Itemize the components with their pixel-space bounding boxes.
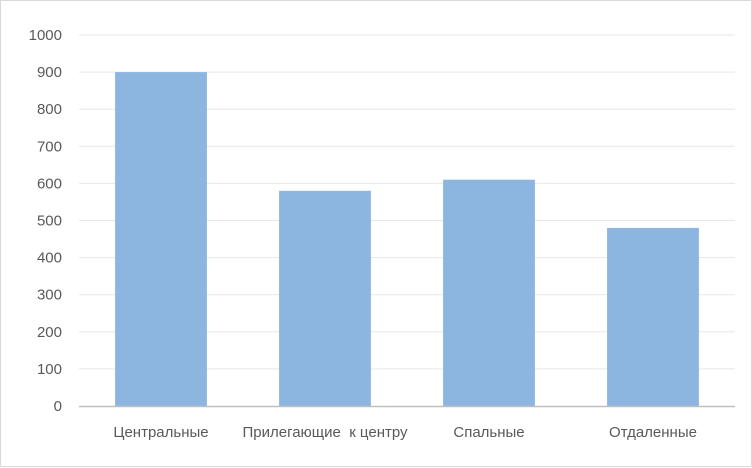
x-axis-category-labels: Центральные Прилегающие к центру Спальные О…	[113, 424, 697, 441]
y-axis-tick-labels: 0 100 200 300 400 500 600 700 800 900 1000	[29, 27, 62, 415]
bar-2	[279, 190, 371, 406]
bar-4	[607, 227, 699, 406]
y-tick-label: 500	[37, 213, 62, 230]
y-tick-label: 300	[37, 287, 62, 304]
x-category-label: Прилегающие к центру	[242, 424, 408, 441]
y-tick-label: 900	[37, 64, 62, 81]
x-category-label: Спальные	[453, 424, 524, 441]
y-tick-label: 100	[37, 361, 62, 378]
bar-3	[443, 179, 535, 406]
y-tick-label: 700	[37, 138, 62, 155]
x-category-label: Центральные	[113, 424, 208, 441]
y-tick-label: 0	[54, 398, 62, 415]
x-category-label: Отдаленные	[609, 424, 697, 441]
y-tick-label: 1000	[29, 27, 62, 44]
bar-1	[115, 72, 207, 406]
y-tick-label: 200	[37, 324, 62, 341]
y-tick-label: 800	[37, 101, 62, 118]
y-tick-label: 400	[37, 250, 62, 267]
y-tick-label: 600	[37, 175, 62, 192]
bars	[115, 72, 699, 406]
